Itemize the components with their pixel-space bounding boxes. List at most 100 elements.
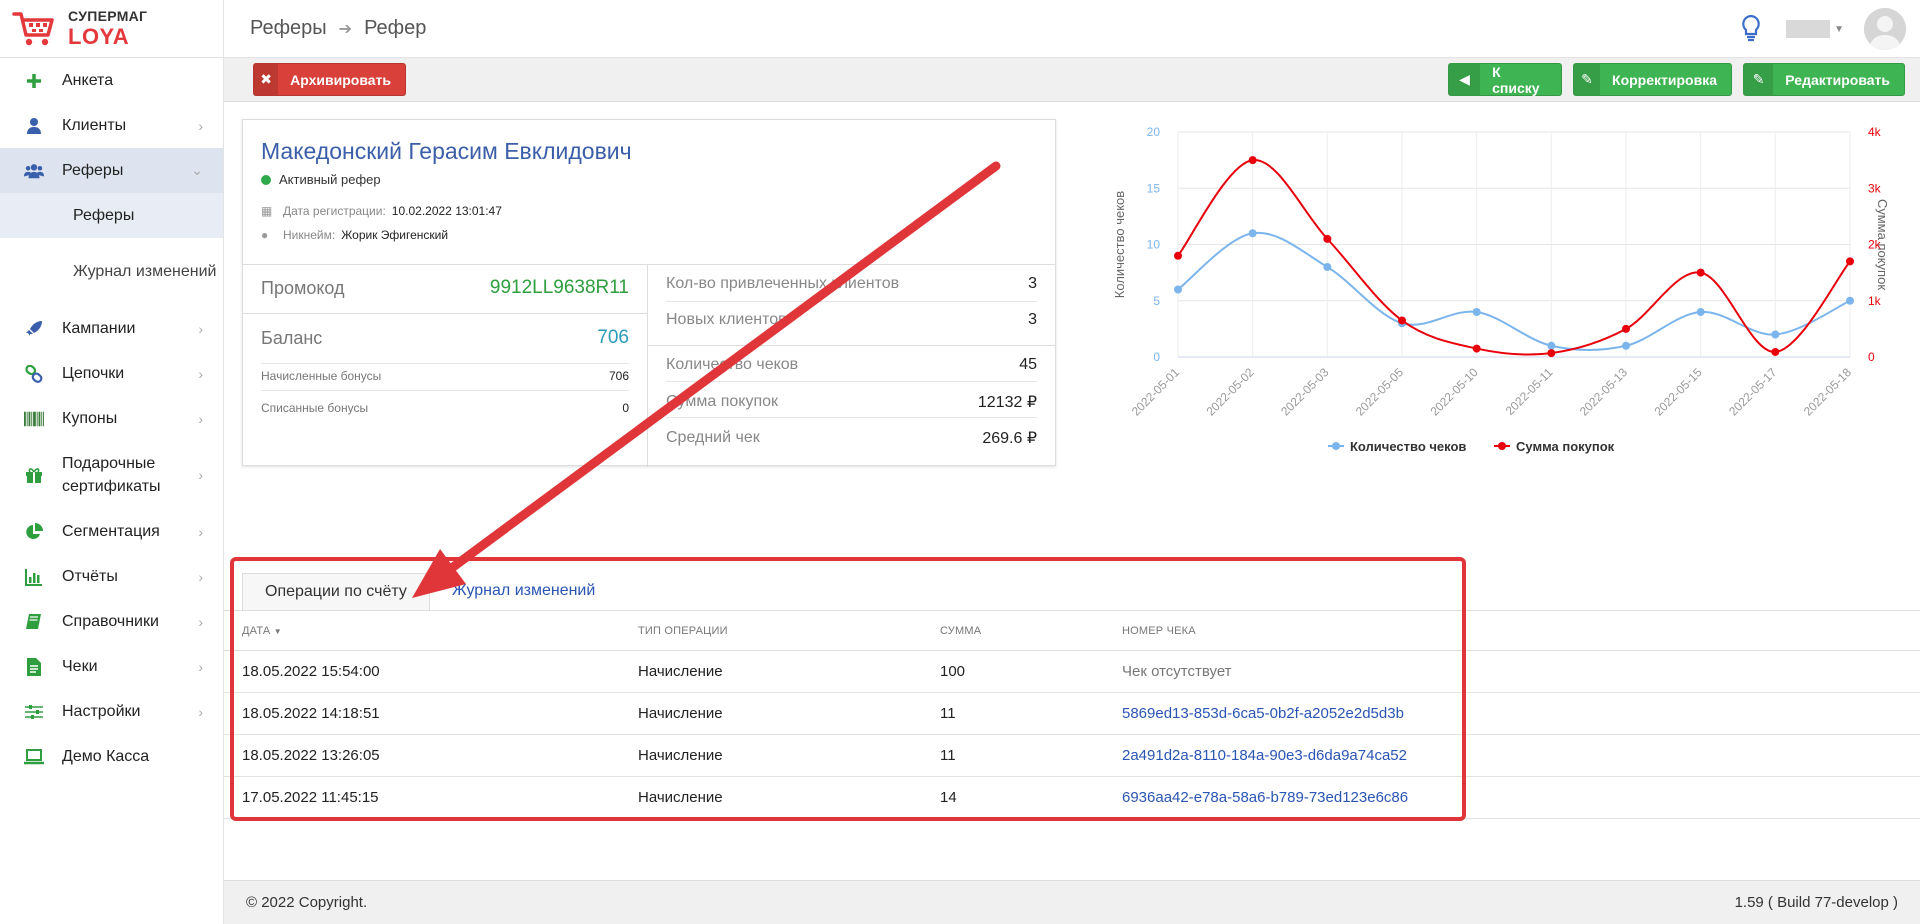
action-bar: ✖ Архивировать ◀ К списку ✎ Корректировк… <box>224 58 1920 102</box>
chevron-right-icon: › <box>198 467 203 483</box>
logo-top-text: СУПЕРМАГ <box>68 8 148 24</box>
sidebar-item-label: Демо Касса <box>62 748 150 765</box>
stats-column: Кол-во привлеченных клиентов 3 Новых кли… <box>648 265 1055 467</box>
y-right-axis-title: Сумма покупок <box>1875 199 1890 290</box>
sidebar-subitem-refers[interactable]: Реферы <box>0 193 223 238</box>
data-point <box>1771 347 1780 356</box>
data-point <box>1174 285 1182 294</box>
balance-column: Промокод 9912LL9638R11 Баланс 706 Начисл… <box>243 265 648 467</box>
promo-label: Промокод <box>261 277 345 298</box>
cell-type: Начисление <box>638 705 723 722</box>
archive-button[interactable]: ✖ Архивировать <box>253 63 406 96</box>
check-link[interactable]: 5869ed13-853d-6ca5-0b2f-a2052e2d5d3b <box>1122 705 1404 722</box>
user-name-placeholder[interactable] <box>1786 20 1831 38</box>
x-tick-label: 2022-05-02 <box>1203 365 1257 419</box>
tab-account-operations[interactable]: Операции по счёту <box>242 573 430 611</box>
spent-value: 0 <box>622 401 629 415</box>
sidebar-item-label: Сегментация <box>62 523 160 540</box>
sidebar-item-demo-cashbox[interactable]: Демо Касса <box>0 734 223 779</box>
check-link[interactable]: 6936aa42-e78a-58a6-b789-73ed123e6c86 <box>1122 789 1409 806</box>
sidebar-item-refers[interactable]: Реферы ⌄ <box>0 148 223 193</box>
sidebar-item-chains[interactable]: Цепочки › <box>0 351 223 396</box>
table-row: 18.05.2022 14:18:51 Начисление 11 5869ed… <box>224 693 1920 735</box>
new-clients-row: Новых клиентов 3 <box>666 311 1037 329</box>
caret-down-icon[interactable]: ▼ <box>1834 23 1844 35</box>
balance-value: 706 <box>597 327 629 348</box>
users-icon <box>24 161 44 181</box>
close-icon: ✖ <box>254 64 279 95</box>
breadcrumb-current: Рефер <box>364 17 427 39</box>
data-point <box>1323 263 1332 271</box>
purchase-sum-label: Сумма покупок <box>666 393 779 410</box>
y-left-tick-label: 20 <box>1147 125 1161 139</box>
footer: © 2022 Copyright. 1.59 ( Build 77-develo… <box>224 880 1920 924</box>
sidebar-item-segmentation[interactable]: Сегментация › <box>0 509 223 554</box>
purchase-sum-value: 12132 ₽ <box>977 394 1037 411</box>
tab-changelog[interactable]: Журнал изменений <box>451 582 596 599</box>
pencil-icon: ✎ <box>1744 64 1774 95</box>
column-header-type: ТИП ОПЕРАЦИИ <box>638 624 728 637</box>
sidebar-item-coupons[interactable]: Купоны › <box>0 396 223 441</box>
profile-card: Македонский Герасим Евклидович Активный … <box>242 119 1056 467</box>
avg-check-label: Средний чек <box>666 429 760 446</box>
archive-button-label: Архивировать <box>290 71 391 88</box>
sidebar-item-label: Справочники <box>62 613 159 630</box>
sidebar-item-receipts[interactable]: Чеки › <box>0 644 223 689</box>
cell-type: Начисление <box>638 789 723 806</box>
chevron-right-icon: › <box>198 523 203 540</box>
sidebar-subitem-changelog[interactable]: Журнал изменений <box>73 263 217 280</box>
data-point <box>1771 330 1780 339</box>
column-header-check: НОМЕР ЧЕКА <box>1122 624 1196 637</box>
check-link[interactable]: 2a491d2a-8110-184a-90e3-d6da9a74ca52 <box>1122 747 1407 764</box>
breadcrumb-parent[interactable]: Реферы <box>250 17 327 39</box>
cell-sum: 100 <box>940 663 966 680</box>
sidebar-item-reports[interactable]: Отчёты › <box>0 554 223 599</box>
correction-button[interactable]: ✎ Корректировка <box>1573 63 1732 96</box>
to-list-button[interactable]: ◀ К списку <box>1448 63 1562 96</box>
chevron-right-icon: › <box>198 568 203 585</box>
lightbulb-icon[interactable] <box>1738 14 1764 44</box>
chevron-right-icon: › <box>198 658 203 675</box>
bars-icon <box>24 567 44 587</box>
sidebar-item-label: Цепочки <box>62 365 125 382</box>
status-badge: Активный рефер <box>261 172 381 187</box>
sidebar-item-settings[interactable]: Настройки › <box>0 689 223 734</box>
cell-check: Чек отсутствует <box>1122 663 1232 680</box>
gift-icon <box>24 465 44 485</box>
plus-icon <box>24 71 44 91</box>
sidebar-item-gift-certificates[interactable]: Подарочные сертификаты › <box>0 441 223 509</box>
table-header: ДАТА ▼ ТИП ОПЕРАЦИИ СУММА НОМЕР ЧЕКА <box>224 611 1920 651</box>
sidebar: СУПЕРМАГ LOYA Анкета Клиенты › Реферы ⌄ … <box>0 0 224 924</box>
sidebar-item-label: Реферы <box>62 162 124 179</box>
profile-name: Македонский Герасим Евклидович <box>261 138 632 164</box>
legend-label: Количество чеков <box>1350 439 1466 454</box>
cell-date: 18.05.2022 15:54:00 <box>242 663 380 680</box>
sidebar-item-label: Подарочные сертификаты <box>62 455 161 495</box>
accrued-row: Начисленные бонусы 706 <box>261 369 629 383</box>
sidebar-item-campaigns[interactable]: Кампании › <box>0 306 223 351</box>
sidebar-item-anketa[interactable]: Анкета <box>0 58 223 103</box>
new-clients-label: Новых клиентов <box>666 311 787 328</box>
calendar-icon: ▦ <box>261 204 273 218</box>
cell-sum: 11 <box>940 705 956 722</box>
column-header-date[interactable]: ДАТА ▼ <box>242 624 282 637</box>
edit-button[interactable]: ✎ Редактировать <box>1743 63 1905 96</box>
avatar[interactable] <box>1864 8 1906 50</box>
cell-date: 18.05.2022 14:18:51 <box>242 705 380 722</box>
attracted-label: Кол-во привлеченных клиентов <box>666 275 900 292</box>
sidebar-item-label: Кампании <box>62 320 136 337</box>
main-content: Македонский Герасим Евклидович Активный … <box>224 102 1920 880</box>
sidebar-item-clients[interactable]: Клиенты › <box>0 103 223 148</box>
to-list-button-label: К списку <box>1492 63 1540 96</box>
rocket-icon <box>24 319 44 339</box>
y-right-tick-label: 2k <box>1868 238 1882 252</box>
sidebar-item-label: Купоны <box>62 410 118 427</box>
correction-button-label: Корректировка <box>1612 71 1717 88</box>
cell-date: 18.05.2022 13:26:05 <box>242 747 380 764</box>
logo[interactable]: СУПЕРМАГ LOYA <box>0 0 223 58</box>
data-point <box>1547 341 1556 350</box>
x-tick-label: 2022-05-13 <box>1577 365 1631 419</box>
sidebar-item-directories[interactable]: Справочники › <box>0 599 223 644</box>
cart-logo-icon <box>12 11 54 45</box>
cell-type: Начисление <box>638 747 723 764</box>
